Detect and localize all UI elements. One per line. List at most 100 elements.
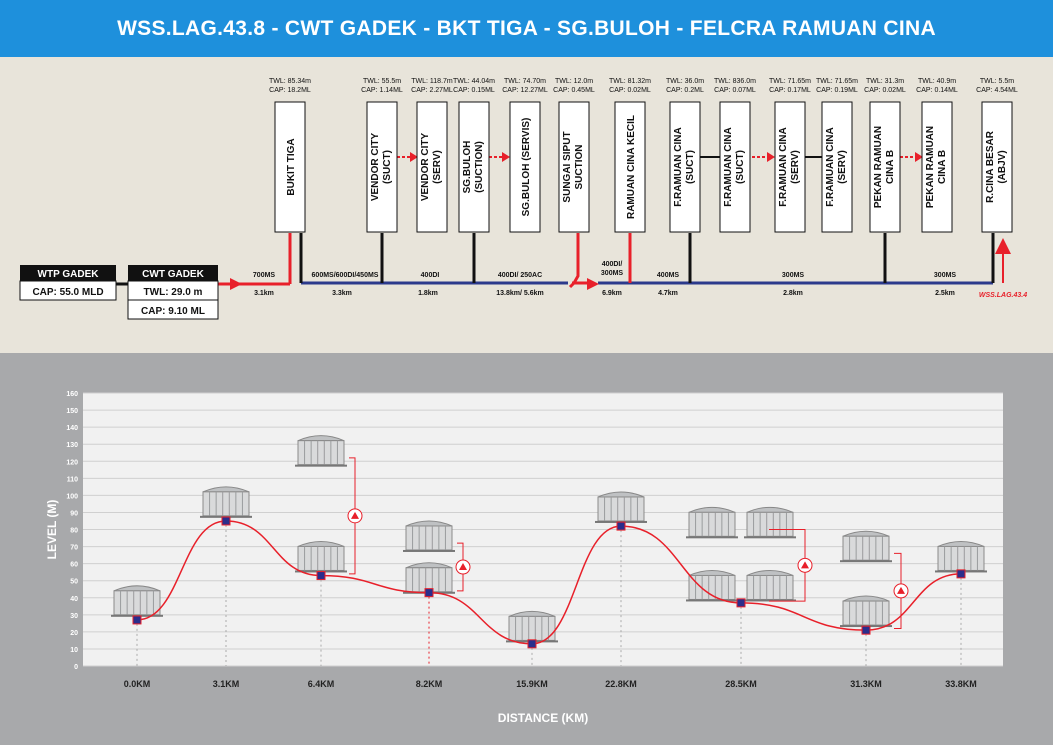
reservoir-rect <box>458 101 490 233</box>
profile-line <box>136 520 962 645</box>
tank-icon <box>595 491 647 523</box>
tank-icon <box>744 506 796 539</box>
y-tick-label: 50 <box>70 579 78 586</box>
reservoir-cap: CAP: 12.27ML <box>502 87 548 94</box>
reservoir-name: (ABJV) <box>997 150 1008 183</box>
reservoir-rect <box>821 101 853 233</box>
pipe-length: 13.8km/ 5.6km <box>496 290 543 297</box>
reservoir-name: (SERV) <box>837 150 848 184</box>
tank-icon <box>295 540 347 573</box>
reservoir-name: PEKAN RAMUAN <box>873 126 884 208</box>
reservoir-cap: CAP: 2.27ML <box>411 87 453 94</box>
y-tick-label: 120 <box>66 459 78 466</box>
pump-arrow <box>767 152 775 162</box>
reservoir-name: CINA B <box>885 150 896 184</box>
reservoir-rect <box>669 101 701 233</box>
pipe-length: 3.1km <box>254 290 274 297</box>
reservoir-box: TWL: 118.7m CAP: 2.27ML VENDOR CITY (SERV) <box>411 78 453 233</box>
reservoir-twl: TWL: 31.3m <box>866 78 904 85</box>
x-tick-label: 3.1KM <box>213 679 240 689</box>
reservoir-box: TWL: 71.65m CAP: 0.19ML F.RAMUAN CINA (SERV… <box>816 78 858 233</box>
reservoir-name: F.RAMUAN CINA <box>673 127 684 206</box>
reservoir-name-group: SG.BULOH (SUCTION) <box>462 141 485 194</box>
reservoir-name-group: VENDOR CITY (SERV) <box>420 133 443 202</box>
reservoir-cap: CAP: 1.14ML <box>361 87 403 94</box>
tank-icon <box>200 486 252 518</box>
reservoir-cap: CAP: 0.17ML <box>769 87 811 94</box>
tank-base <box>840 560 892 563</box>
reservoir-name-group: PEKAN RAMUAN CINA B <box>873 126 896 208</box>
reservoir-name: SUCTION <box>574 145 585 190</box>
reservoir-rect <box>869 101 901 233</box>
y-tick-label: 80 <box>70 528 78 535</box>
reservoir-name-group: F.RAMUAN CINA (SERV) <box>778 127 801 206</box>
reservoir-box: TWL: 71.65m CAP: 0.17ML F.RAMUAN CINA (SERV… <box>769 78 811 233</box>
title-bar: WSS.LAG.43.8 - CWT GADEK - BKT TIGA - SG… <box>0 0 1053 57</box>
pipe-size: 700MS <box>253 272 276 279</box>
reservoir-name: (SUCT) <box>685 150 696 184</box>
reservoir-name-group: SUNGAI SIPUT SUCTION <box>562 131 585 202</box>
reservoir-name: BUKIT TIGA <box>286 138 297 195</box>
tank-body <box>746 574 794 600</box>
data-point <box>316 571 326 581</box>
profile-panel: 0 10 20 30 40 50 60 70 80 90 100 110 120 130 140 150 160… <box>0 353 1053 745</box>
pump-icon-arrow <box>801 561 809 569</box>
reservoir-box: TWL: 40.9m CAP: 0.14ML PEKAN RAMUAN CINA B <box>916 78 958 233</box>
page-title: WSS.LAG.43.8 - CWT GADEK - BKT TIGA - SG… <box>117 16 936 40</box>
x-tick-label: 0.0KM <box>124 679 151 689</box>
y-tick-label: 90 <box>70 510 78 517</box>
data-point <box>132 615 142 625</box>
reservoir-name-group: F.RAMUAN CINA (SUCT) <box>673 127 696 206</box>
tank-body <box>842 600 890 626</box>
pipe-length: 6.9km <box>602 290 622 297</box>
data-point <box>616 521 626 531</box>
cwt-twl: TWL: 29.0 m <box>144 287 203 298</box>
reservoir-name: F.RAMUAN CINA <box>825 127 836 206</box>
tank-body <box>405 525 453 551</box>
y-tick-label: 40 <box>70 596 78 603</box>
x-tick-label: 15.9KM <box>516 679 548 689</box>
pump-icon-arrow <box>897 586 905 594</box>
reservoir-twl: TWL: 55.5m <box>363 78 401 85</box>
tank-base <box>744 599 796 602</box>
pipe-length: 2.5km <box>935 290 955 297</box>
reservoir-twl: TWL: 71.65m <box>769 78 811 85</box>
reservoir-cap: CAP: 4.54ML <box>976 87 1018 94</box>
reservoir-name: F.RAMUAN CINA <box>778 127 789 206</box>
tank-icon <box>744 569 796 602</box>
data-point <box>424 588 434 598</box>
reservoir-rect <box>274 101 306 233</box>
pump-arrow <box>587 278 599 290</box>
reservoir-name: F.RAMUAN CINA <box>723 127 734 206</box>
reservoir-rect <box>719 101 751 233</box>
tank-icon <box>295 435 347 467</box>
pipe-size: 400MS <box>657 272 680 279</box>
reservoir-cap: CAP: 0.19ML <box>816 87 858 94</box>
data-point <box>861 625 871 635</box>
cwt-cap-bg <box>127 299 219 320</box>
reservoir-rect <box>921 101 953 233</box>
reservoir-name: SG.BULOH (SERVIS) <box>521 118 532 217</box>
reservoir-name-group: SG.BULOH (SERVIS) <box>521 118 532 217</box>
tank-body <box>597 496 645 522</box>
pipe-size: 300MS <box>934 272 957 279</box>
y-tick-label: 60 <box>70 562 78 569</box>
reservoir-box: TWL: 85.34m CAP: 18.2ML BUKIT TIGA <box>269 78 311 233</box>
pipe-length: 1.8km <box>418 290 438 297</box>
pipe-length: 3.3km <box>332 290 352 297</box>
reservoir-box: TWL: 31.3m CAP: 0.02ML PEKAN RAMUAN CINA B <box>864 78 906 233</box>
reservoir-twl: TWL: 85.34m <box>269 78 311 85</box>
tank-base <box>686 599 738 602</box>
reservoir-name: RAMUAN CINA KECIL <box>626 115 637 219</box>
wtp-cap-bg <box>19 280 117 301</box>
reservoir-rect <box>981 101 1013 233</box>
reservoir-box: TWL: 55.5m CAP: 1.14ML VENDOR CITY (SUCT) <box>361 78 403 233</box>
reservoir-name: (SERV) <box>432 150 443 184</box>
x-tick-label: 28.5KM <box>725 679 757 689</box>
wtp-gadek: WTP GADEK CAP: 55.0 MLD <box>19 265 117 301</box>
reservoir-cap: CAP: 0.07ML <box>714 87 756 94</box>
pipe-size: 400DI/ 250AC <box>498 272 542 279</box>
pump-arrow <box>915 152 923 162</box>
reservoir-name: PEKAN RAMUAN <box>925 126 936 208</box>
